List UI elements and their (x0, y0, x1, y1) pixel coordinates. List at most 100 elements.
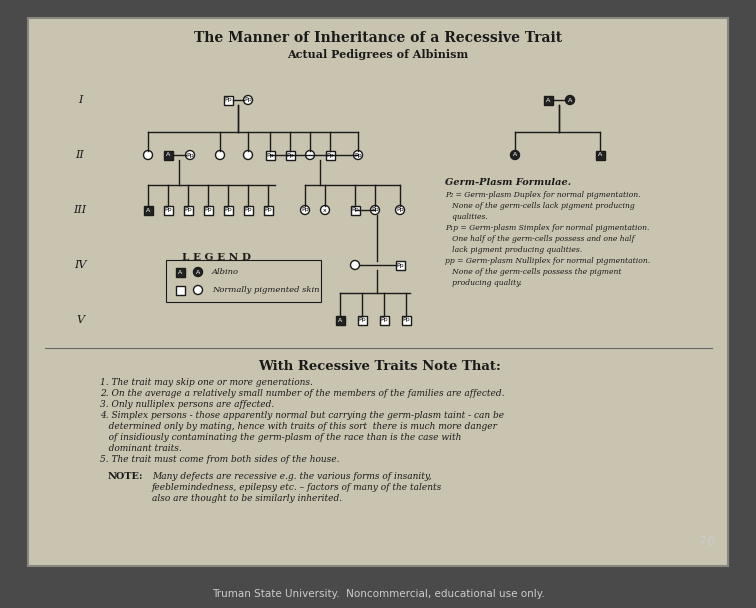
Bar (395, 260, 404, 269)
Text: One half of the germ-cells possess and one half: One half of the germ-cells possess and o… (445, 235, 634, 243)
Circle shape (194, 286, 203, 294)
Bar (358, 316, 367, 325)
Bar (163, 151, 172, 159)
Text: Pp: Pp (396, 263, 404, 268)
Circle shape (243, 151, 253, 159)
Circle shape (185, 151, 194, 159)
Text: Many defects are recessive e.g. the various forms of insanity,: Many defects are recessive e.g. the vari… (152, 472, 432, 481)
Bar (175, 268, 184, 277)
Text: A: A (196, 269, 200, 274)
Text: Pp: Pp (266, 153, 274, 157)
Text: A: A (513, 153, 517, 157)
Circle shape (395, 206, 404, 215)
Text: IV: IV (74, 260, 86, 270)
Text: 1. The trait may skip one or more generations.: 1. The trait may skip one or more genera… (100, 378, 313, 387)
Text: A: A (338, 317, 342, 322)
Text: 2. On the average a relatively small number of the members of the families are a: 2. On the average a relatively small num… (100, 389, 504, 398)
Text: A: A (146, 207, 150, 213)
Circle shape (215, 151, 225, 159)
Text: 4. Simplex persons - those apparently normal but carrying the germ-plasm taint -: 4. Simplex persons - those apparently no… (100, 411, 504, 420)
Circle shape (510, 151, 519, 159)
Text: Pp: Pp (186, 153, 194, 157)
Text: I: I (78, 95, 82, 105)
Text: lack pigment producing qualities.: lack pigment producing qualities. (445, 246, 582, 254)
Bar (286, 151, 295, 159)
Text: A: A (166, 153, 170, 157)
Text: Pp: Pp (402, 317, 410, 322)
Bar (380, 316, 389, 325)
Circle shape (351, 260, 360, 269)
Text: dominant traits.: dominant traits. (100, 444, 181, 453)
Text: A: A (598, 153, 602, 157)
Text: Pp: Pp (264, 207, 272, 213)
Text: V: V (76, 315, 84, 325)
Text: III: III (73, 205, 87, 215)
Text: feeblemindedness, epilepsy etc. – factors of many of the talents: feeblemindedness, epilepsy etc. – factor… (152, 483, 442, 492)
Text: None of the germ-cells lack pigment producing: None of the germ-cells lack pigment prod… (445, 202, 635, 210)
Circle shape (305, 151, 314, 159)
Text: II: II (76, 150, 85, 160)
Text: Pp: Pp (244, 97, 252, 103)
Text: Pp: Pp (380, 317, 388, 322)
Bar (203, 206, 212, 215)
Text: P₁p = Germ-plasm Simplex for normal pigmentation.: P₁p = Germ-plasm Simplex for normal pigm… (445, 224, 649, 232)
Text: Pp: Pp (352, 207, 359, 213)
Text: The Manner of Inheritance of a Recessive Trait: The Manner of Inheritance of a Recessive… (194, 31, 562, 45)
Circle shape (144, 151, 153, 159)
Text: A: A (546, 97, 550, 103)
Text: Pp: Pp (184, 207, 192, 213)
Text: Pp: Pp (225, 97, 232, 103)
Text: x: x (323, 207, 327, 213)
Circle shape (243, 95, 253, 105)
Bar (401, 316, 411, 325)
Text: Pp: Pp (225, 207, 232, 213)
Bar (243, 206, 253, 215)
Text: qualities.: qualities. (445, 213, 488, 221)
Text: P₂ = Germ-plasm Duplex for normal pigmentation.: P₂ = Germ-plasm Duplex for normal pigmen… (445, 191, 640, 199)
Bar (175, 286, 184, 294)
Text: None of the germ-cells possess the pigment: None of the germ-cells possess the pigme… (445, 268, 621, 276)
Bar (351, 206, 360, 215)
Text: Truman State University.  Noncommercial, educational use only.: Truman State University. Noncommercial, … (212, 589, 544, 599)
Text: determined only by mating, hence with traits of this sort  there is much more da: determined only by mating, hence with tr… (100, 422, 497, 431)
Text: Pp: Pp (371, 207, 379, 213)
Text: 3. Only nulliplex persons are affected.: 3. Only nulliplex persons are affected. (100, 400, 274, 409)
Text: NOTE:: NOTE: (108, 472, 144, 481)
Circle shape (370, 206, 380, 215)
Bar (184, 206, 193, 215)
Text: Pp: Pp (244, 207, 252, 213)
Text: A: A (178, 269, 182, 274)
Bar (265, 151, 274, 159)
Text: L E G E N D: L E G E N D (182, 253, 252, 262)
Text: of insidiously contaminating the germ-plasm of the race than is the case with: of insidiously contaminating the germ-pl… (100, 433, 461, 442)
Text: With Recessive Traits Note That:: With Recessive Traits Note That: (259, 360, 501, 373)
Text: 5. The trait must come from both sides of the house.: 5. The trait must come from both sides o… (100, 455, 339, 464)
Text: Pp: Pp (396, 207, 404, 213)
Bar (596, 151, 605, 159)
Text: Pp: Pp (164, 207, 172, 213)
Bar (264, 206, 272, 215)
Bar (163, 206, 172, 215)
Text: Pp: Pp (358, 317, 366, 322)
Text: Normally pigmented skin: Normally pigmented skin (212, 286, 320, 294)
Text: Pp: Pp (287, 153, 294, 157)
Text: also are thought to be similarly inherited.: also are thought to be similarly inherit… (152, 494, 342, 503)
Text: Germ-Plasm Formulae.: Germ-Plasm Formulae. (445, 178, 571, 187)
Text: pp = Germ-plasm Nulliplex for normal pigmentation.: pp = Germ-plasm Nulliplex for normal pig… (445, 257, 650, 265)
Circle shape (194, 268, 203, 277)
Bar (224, 95, 233, 105)
Circle shape (565, 95, 575, 105)
Text: Pp: Pp (355, 153, 362, 157)
Text: 76: 76 (699, 535, 715, 548)
Bar (326, 151, 334, 159)
Text: Albino: Albino (212, 268, 239, 276)
Text: A: A (568, 97, 572, 103)
Text: Actual Pedigrees of Albinism: Actual Pedigrees of Albinism (287, 49, 469, 61)
Bar (544, 95, 553, 105)
Bar (144, 206, 153, 215)
Bar (336, 316, 345, 325)
Bar (224, 206, 233, 215)
Text: producing quality.: producing quality. (445, 279, 522, 287)
Text: Pp: Pp (301, 207, 308, 213)
Circle shape (300, 206, 309, 215)
